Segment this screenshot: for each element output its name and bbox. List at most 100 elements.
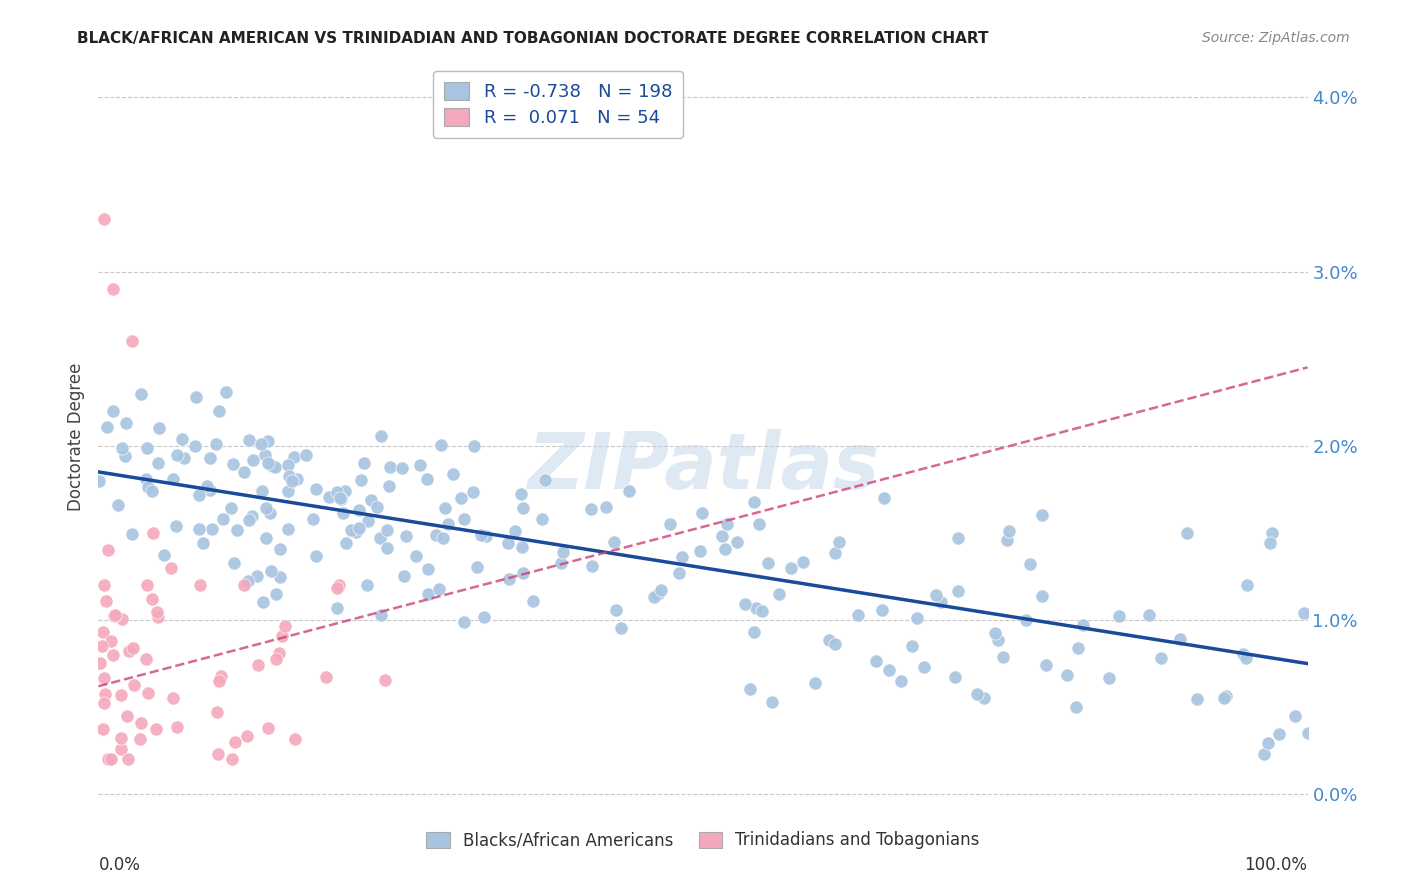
Point [374, 673, 396, 687]
Point [877, 663, 900, 677]
Point [748, 517, 770, 532]
Point [160, 561, 183, 575]
Point [328, 578, 350, 592]
Point [135, 472, 157, 486]
Point [1292, 606, 1315, 620]
Point [87, 474, 110, 488]
Point [1056, 668, 1078, 682]
Point [146, 610, 169, 624]
Point [91, 640, 114, 654]
Point [270, 629, 292, 643]
Point [333, 484, 356, 499]
Point [332, 507, 354, 521]
Point [118, 644, 141, 658]
Point [101, 404, 124, 418]
Point [222, 556, 245, 570]
Point [188, 578, 211, 592]
Point [122, 640, 145, 655]
Point [207, 747, 229, 762]
Point [284, 731, 307, 746]
Point [370, 607, 392, 622]
Point [1213, 690, 1236, 705]
Point [553, 545, 575, 559]
Point [121, 334, 143, 349]
Point [111, 441, 134, 455]
Point [91, 722, 114, 736]
Point [129, 715, 152, 730]
Point [266, 587, 288, 601]
Point [302, 512, 325, 526]
Point [579, 501, 602, 516]
Point [531, 511, 554, 525]
Point [242, 453, 264, 467]
Point [510, 540, 533, 554]
Point [205, 705, 228, 719]
Point [224, 735, 246, 749]
Point [1019, 557, 1042, 571]
Point [256, 456, 278, 470]
Point [714, 541, 737, 556]
Point [153, 548, 176, 562]
Point [166, 448, 188, 462]
Point [392, 569, 415, 583]
Point [187, 488, 209, 502]
Point [650, 582, 672, 597]
Point [162, 691, 184, 706]
Point [751, 604, 773, 618]
Point [138, 686, 160, 700]
Point [1170, 632, 1192, 646]
Point [1232, 647, 1254, 661]
Point [162, 472, 184, 486]
Point [1253, 747, 1275, 761]
Point [973, 691, 995, 706]
Point [617, 484, 640, 499]
Point [209, 668, 232, 682]
Point [427, 582, 450, 596]
Point [110, 742, 132, 756]
Point [197, 479, 219, 493]
Point [184, 390, 207, 404]
Point [283, 450, 305, 465]
Point [277, 468, 299, 483]
Point [267, 646, 290, 660]
Point [225, 524, 247, 538]
Point [212, 512, 235, 526]
Point [277, 483, 299, 498]
Point [946, 583, 969, 598]
Point [240, 509, 263, 524]
Point [375, 541, 398, 555]
Point [96, 419, 118, 434]
Point [135, 578, 157, 592]
Point [463, 439, 485, 453]
Point [671, 550, 693, 565]
Point [93, 212, 115, 227]
Point [114, 450, 136, 464]
Point [110, 688, 132, 702]
Point [238, 513, 260, 527]
Point [991, 649, 1014, 664]
Legend: Blacks/African Americans, Trinidadians and Tobagonians: Blacks/African Americans, Trinidadians a… [420, 824, 986, 855]
Point [470, 528, 492, 542]
Point [1067, 640, 1090, 655]
Point [329, 491, 352, 505]
Point [104, 607, 127, 622]
Point [740, 682, 762, 697]
Point [277, 458, 299, 472]
Point [377, 523, 399, 537]
Point [173, 450, 195, 465]
Point [418, 562, 440, 576]
Point [453, 615, 475, 630]
Point [315, 670, 337, 684]
Point [432, 531, 454, 545]
Point [326, 581, 349, 595]
Point [221, 752, 243, 766]
Point [141, 592, 163, 607]
Point [658, 517, 681, 532]
Point [1098, 671, 1121, 685]
Point [263, 460, 285, 475]
Point [745, 601, 768, 615]
Point [378, 479, 401, 493]
Point [259, 506, 281, 520]
Point [281, 474, 304, 488]
Point [496, 536, 519, 550]
